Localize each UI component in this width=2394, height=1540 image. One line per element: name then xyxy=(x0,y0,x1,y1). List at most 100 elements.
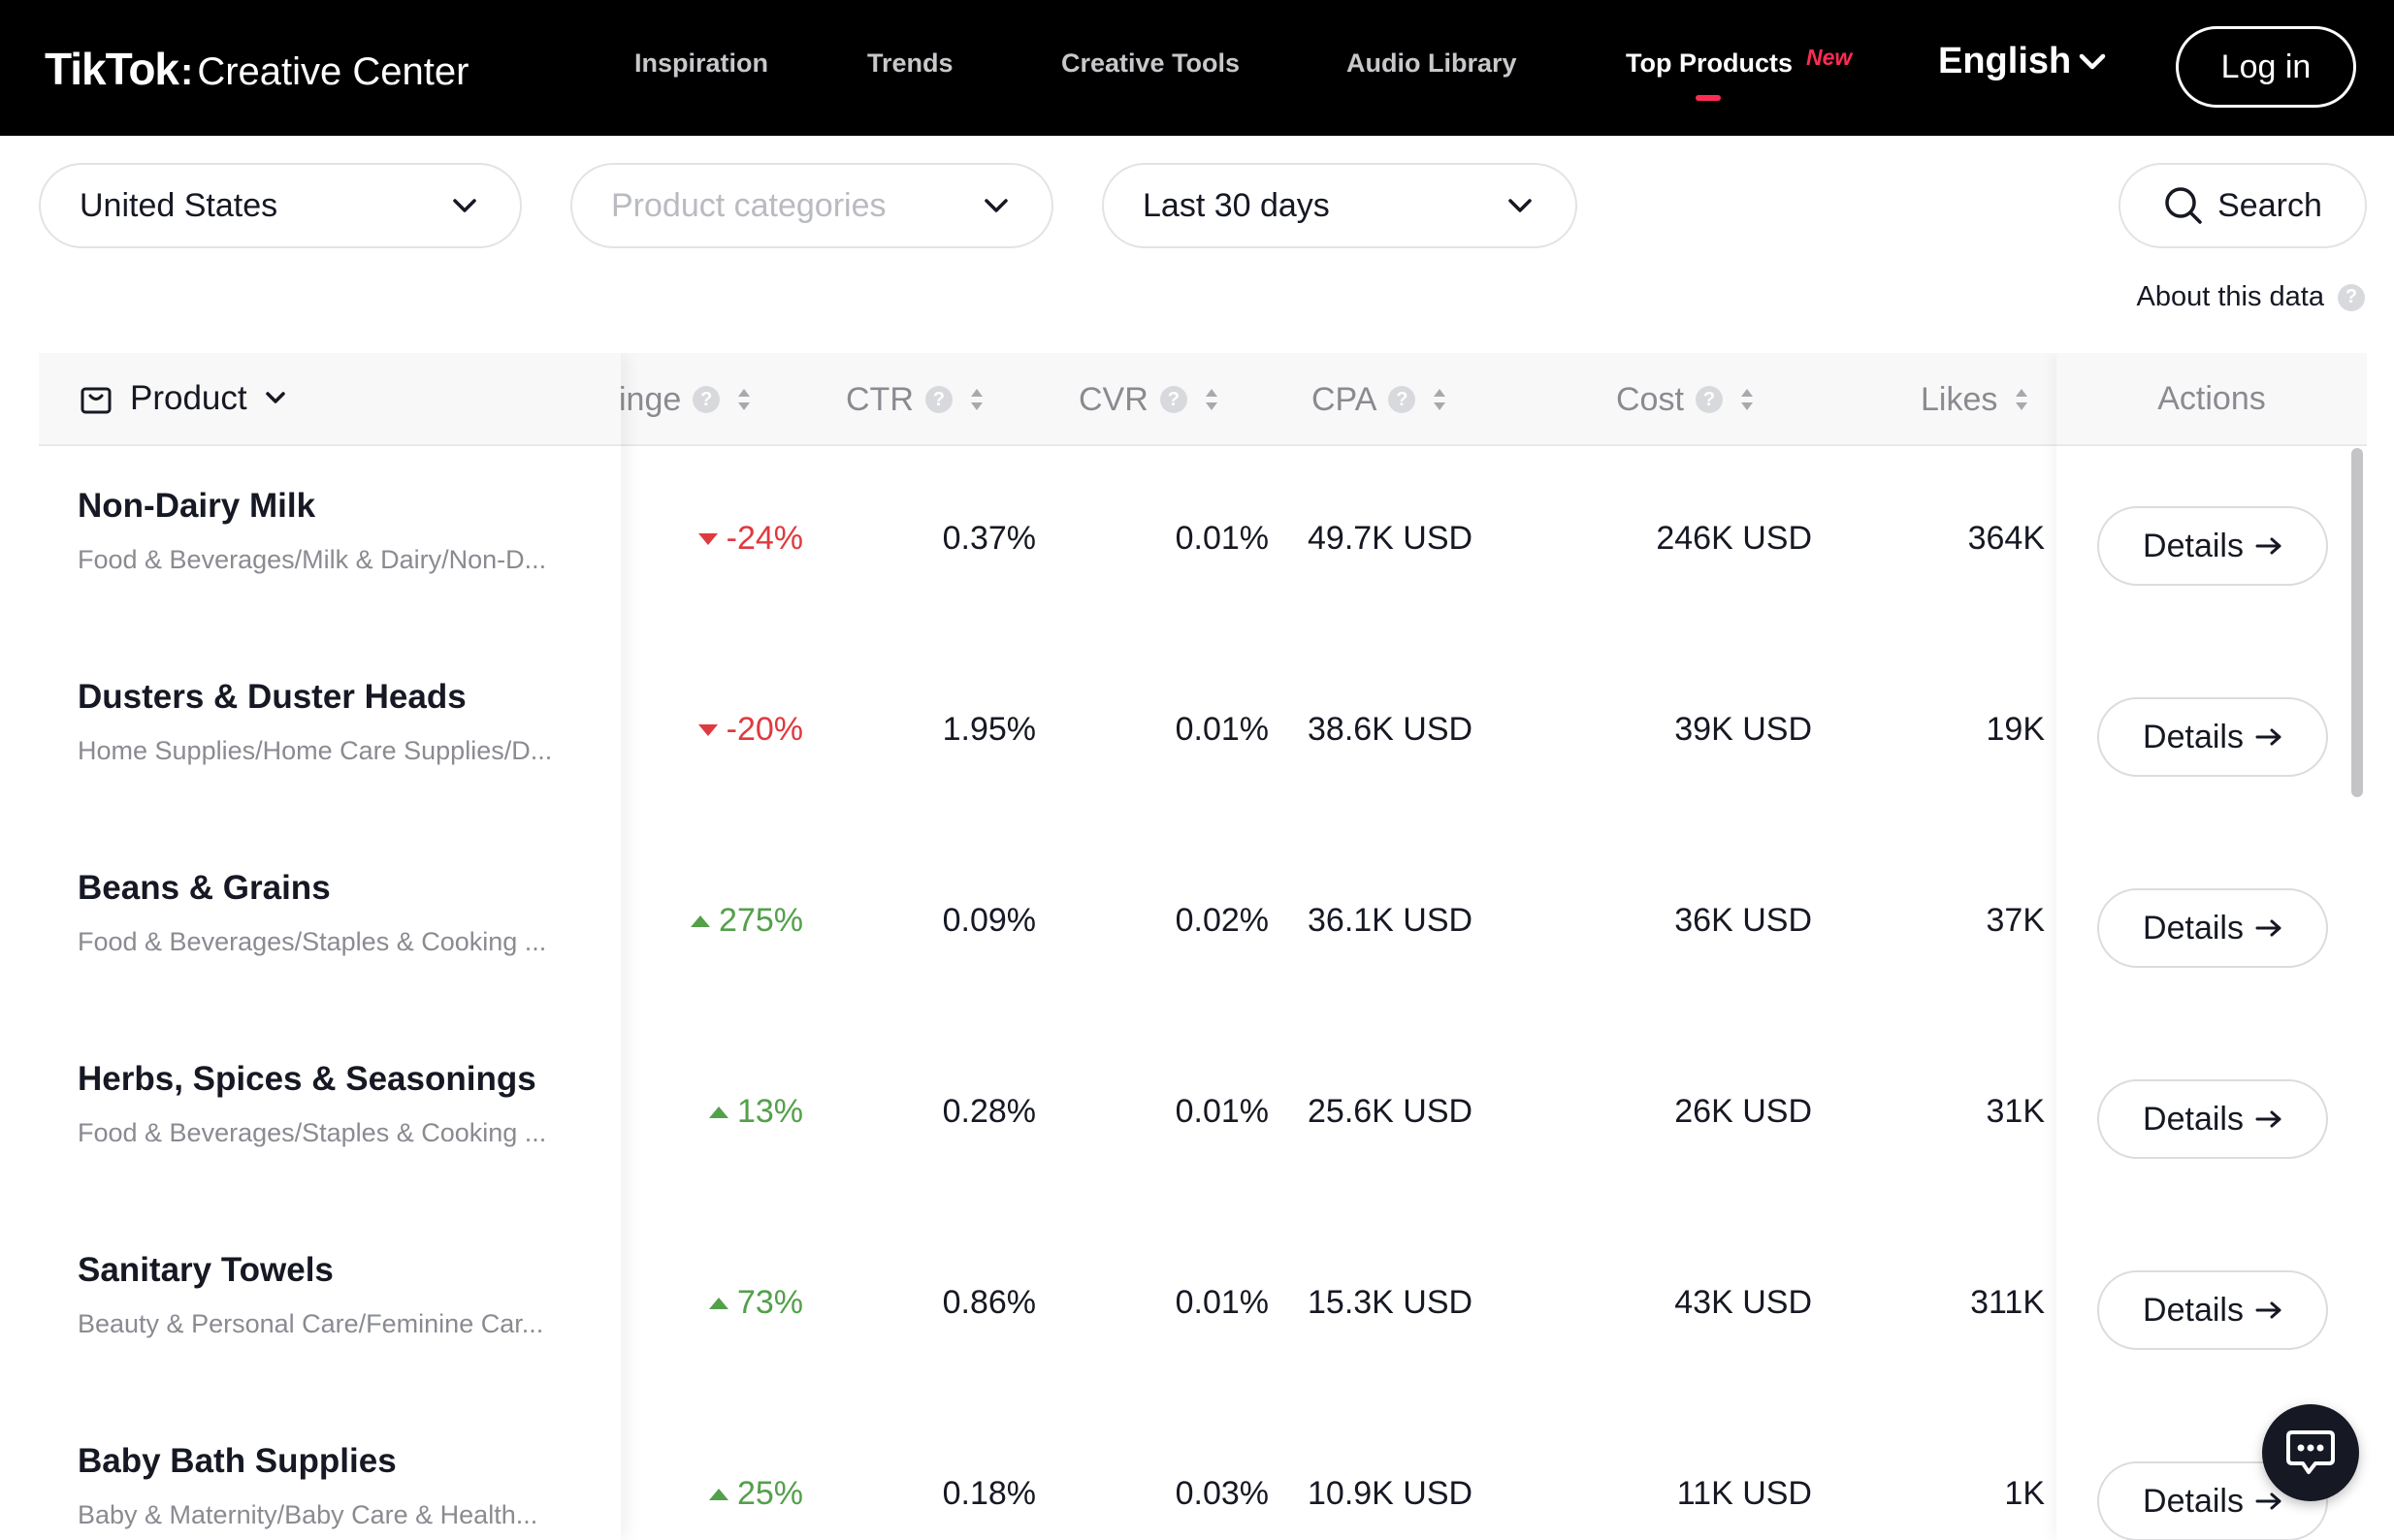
column-header-actions: Actions xyxy=(2056,353,2367,446)
column-header-cpa[interactable]: CPA ? xyxy=(1311,353,1446,446)
ctr-value: 0.37% xyxy=(942,520,1036,557)
details-label: Details xyxy=(2143,1291,2244,1329)
arrow-right-icon xyxy=(2255,1492,2281,1510)
question-mark-icon[interactable]: ? xyxy=(924,386,953,413)
categories-placeholder: Product categories xyxy=(611,186,887,224)
details-button[interactable]: Details xyxy=(2097,1461,2328,1540)
sort-icon[interactable] xyxy=(2015,387,2028,412)
nav-trends[interactable]: Trends xyxy=(867,48,954,78)
product-category: Food & Beverages/Staples & Cooking ... xyxy=(78,1118,547,1147)
vertical-scrollbar[interactable] xyxy=(2351,448,2363,797)
product-category: Home Supplies/Home Care Supplies/D... xyxy=(78,736,553,765)
cpa-value: 38.6K USD xyxy=(1308,711,1473,748)
details-label: Details xyxy=(2143,909,2244,946)
column-label: Cost xyxy=(1616,380,1684,418)
change-value: -24% xyxy=(697,520,803,558)
product-name: Sanitary Towels xyxy=(78,1251,334,1289)
product-name: Non-Dairy Milk xyxy=(78,487,316,525)
chat-support-button[interactable] xyxy=(2262,1404,2359,1501)
triangle-down-icon xyxy=(697,532,718,545)
search-button[interactable]: Search xyxy=(2119,163,2367,248)
nav-inspiration[interactable]: Inspiration xyxy=(634,48,769,78)
table-row[interactable]: Baby Bath Supplies Baby & Maternity/Baby… xyxy=(78,1442,601,1530)
cost-value: 26K USD xyxy=(1674,1093,1812,1130)
top-navigation-bar: TikTok : Creative Center Inspiration Tre… xyxy=(0,0,2394,136)
question-mark-icon[interactable]: ? xyxy=(1159,386,1187,413)
shopping-bag-icon xyxy=(81,387,112,414)
ctr-value: 1.95% xyxy=(942,711,1036,748)
nav-creative-tools[interactable]: Creative Tools xyxy=(1061,48,1241,78)
triangle-up-icon xyxy=(708,1106,728,1118)
question-mark-icon[interactable]: ? xyxy=(1695,386,1723,413)
about-this-data-link[interactable]: About this data ? xyxy=(2137,281,2365,313)
column-header-ctr[interactable]: CTR ? xyxy=(846,353,984,446)
sort-icon[interactable] xyxy=(1740,387,1754,412)
logo-brand: TikTok xyxy=(45,44,179,94)
cost-value: 43K USD xyxy=(1674,1284,1812,1321)
table-row[interactable]: Beans & Grains Food & Beverages/Staples … xyxy=(78,869,601,957)
language-label: English xyxy=(1938,41,2072,81)
likes-value: 364K xyxy=(1967,520,2045,557)
top-products-table: inge ? CTR ? CVR ? CPA ? Cost ? Likes xyxy=(39,353,2367,1540)
actions-column: Actions Details Details Details Details … xyxy=(2056,353,2367,1540)
details-label: Details xyxy=(2143,718,2244,755)
chevron-down-icon xyxy=(985,199,1008,212)
product-name: Dusters & Duster Heads xyxy=(78,678,467,716)
product-name: Herbs, Spices & Seasonings xyxy=(78,1060,536,1098)
column-header-product[interactable]: Product xyxy=(39,353,621,446)
sort-icon[interactable] xyxy=(1205,387,1218,412)
tiktok-creative-center-logo[interactable]: TikTok : Creative Center xyxy=(45,43,469,95)
likes-value: 19K xyxy=(1986,711,2046,748)
new-badge: New xyxy=(1806,45,1853,70)
table-row[interactable]: Dusters & Duster Heads Home Supplies/Hom… xyxy=(78,678,601,766)
cpa-value: 49.7K USD xyxy=(1308,520,1473,557)
nav-top-products[interactable]: Top Products xyxy=(1626,48,1793,78)
sort-icon[interactable] xyxy=(1433,387,1446,412)
details-button[interactable]: Details xyxy=(2097,506,2328,586)
sort-icon[interactable] xyxy=(970,387,984,412)
likes-value: 31K xyxy=(1986,1093,2046,1130)
sort-icon[interactable] xyxy=(737,387,751,412)
table-row[interactable]: Non-Dairy Milk Food & Beverages/Milk & D… xyxy=(78,487,601,575)
product-category: Food & Beverages/Staples & Cooking ... xyxy=(78,927,547,956)
region-select[interactable]: United States xyxy=(39,163,522,248)
change-value: 275% xyxy=(690,902,803,940)
login-button[interactable]: Log in xyxy=(2176,26,2356,108)
nav-audio-library[interactable]: Audio Library xyxy=(1346,48,1517,78)
column-header-change[interactable]: inge ? xyxy=(619,353,751,446)
region-value: United States xyxy=(80,186,278,224)
language-selector[interactable]: English xyxy=(1938,41,2106,82)
column-label: CPA xyxy=(1311,380,1377,418)
likes-value: 1K xyxy=(2004,1475,2045,1512)
cvr-value: 0.01% xyxy=(1175,711,1269,748)
cvr-value: 0.02% xyxy=(1175,902,1269,939)
details-button[interactable]: Details xyxy=(2097,1270,2328,1350)
product-column: Product Non-Dairy Milk Food & Beverages/… xyxy=(39,353,621,1540)
chat-icon xyxy=(2286,1430,2335,1474)
change-value: 25% xyxy=(708,1475,803,1513)
details-label: Details xyxy=(2143,1100,2244,1138)
change-value: -20% xyxy=(697,711,803,749)
details-button[interactable]: Details xyxy=(2097,1079,2328,1159)
active-nav-indicator xyxy=(1696,95,1721,101)
column-header-cost[interactable]: Cost ? xyxy=(1616,353,1754,446)
table-row[interactable]: Herbs, Spices & Seasonings Food & Bevera… xyxy=(78,1060,601,1148)
question-mark-icon[interactable]: ? xyxy=(693,386,721,413)
details-button[interactable]: Details xyxy=(2097,697,2328,777)
period-value: Last 30 days xyxy=(1143,186,1330,224)
likes-value: 311K xyxy=(1970,1284,2045,1321)
table-row[interactable]: Sanitary Towels Beauty & Personal Care/F… xyxy=(78,1251,601,1339)
details-button[interactable]: Details xyxy=(2097,888,2328,968)
logo-product: Creative Center xyxy=(197,50,469,93)
cpa-value: 15.3K USD xyxy=(1308,1284,1473,1321)
product-category: Food & Beverages/Milk & Dairy/Non-D... xyxy=(78,545,547,574)
question-mark-icon: ? xyxy=(2338,283,2365,311)
column-header-likes[interactable]: Likes xyxy=(1921,353,2028,446)
column-header-cvr[interactable]: CVR ? xyxy=(1079,353,1218,446)
ctr-value: 0.09% xyxy=(942,902,1036,939)
product-categories-select[interactable]: Product categories xyxy=(570,163,1053,248)
time-period-select[interactable]: Last 30 days xyxy=(1102,163,1577,248)
question-mark-icon[interactable]: ? xyxy=(1388,386,1416,413)
change-value: 73% xyxy=(708,1284,803,1322)
cvr-value: 0.01% xyxy=(1175,1093,1269,1130)
